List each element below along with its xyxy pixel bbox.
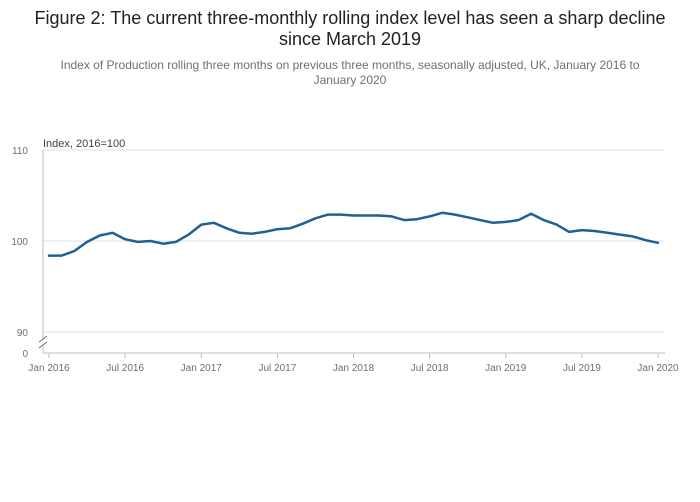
x-tick-label: Jul 2016 [106, 363, 144, 374]
series-line [47, 211, 660, 257]
chart-subtitle: Index of Production rolling three months… [60, 58, 640, 87]
y-axis-label: Index, 2016=100 [43, 138, 125, 150]
y-tick-label: 90 [17, 328, 29, 339]
y-axis-ticks: 110 100 90 0 [11, 146, 28, 360]
x-tick-label: Jul 2018 [411, 363, 449, 374]
x-tick-label: Jul 2017 [258, 363, 296, 374]
x-tick-label: Jan 2020 [637, 363, 679, 374]
x-tick-label: Jan 2016 [28, 363, 70, 374]
axis-break-mark [38, 341, 48, 349]
y-tick-label: 110 [12, 146, 28, 157]
x-tick-label: Jan 2019 [485, 363, 527, 374]
series-group [47, 211, 660, 257]
y-tick-label: 0 [22, 349, 28, 360]
x-axis-ticks: Jan 2016 Jul 2016 Jan 2017 Jul 2017 Jan 2018… [28, 353, 679, 374]
x-tick-label: Jan 2017 [181, 363, 223, 374]
axes [38, 150, 665, 354]
axis-break-mark [38, 335, 48, 343]
x-tick-label: Jul 2019 [563, 363, 601, 374]
x-tick-label: Jan 2018 [333, 363, 375, 374]
y-tick-label: 100 [11, 237, 28, 248]
chart-title: Figure 2: The current three-monthly roll… [34, 8, 666, 49]
